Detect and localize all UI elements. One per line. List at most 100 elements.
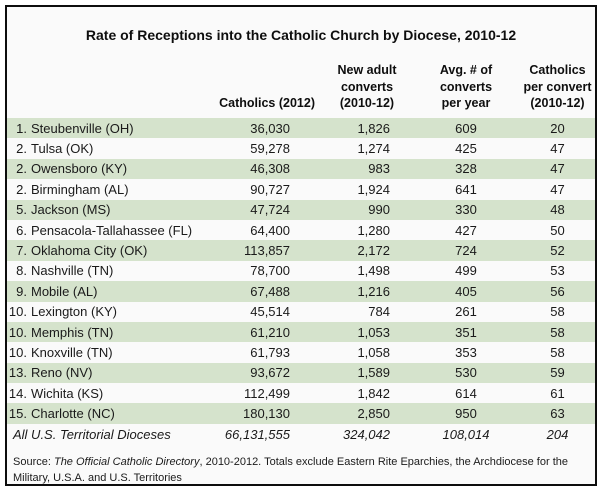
per-convert-cell: 47 (550, 181, 565, 197)
diocese-cell: 2. Owensboro (KY) (7, 161, 200, 176)
table-row: 2. Birmingham (AL) 90,727 1,924 641 47 (7, 179, 595, 199)
converts-cell: 990 (368, 202, 390, 218)
table-row: 2. Tulsa (OK) 59,278 1,274 425 47 (7, 138, 595, 158)
converts-cell: 1,924 (357, 181, 390, 197)
avg-converts-cell: 724 (455, 243, 477, 259)
table-row: 14. Wichita (KS) 112,499 1,842 614 61 (7, 383, 595, 403)
diocese-cell: 14. Wichita (KS) (7, 386, 200, 401)
catholics-cell: 78,700 (250, 263, 290, 279)
diocese-cell: 2. Tulsa (OK) (7, 141, 200, 156)
diocese-name: Nashville (TN) (31, 263, 114, 279)
diocese-name: Steubenville (OH) (31, 120, 134, 136)
diocese-name: Owensboro (KY) (31, 161, 128, 177)
converts-cell: 1,589 (357, 365, 390, 381)
source-note: Source: The Official Catholic Directory,… (13, 455, 585, 486)
page-title: Rate of Receptions into the Catholic Chu… (85, 27, 517, 43)
avg-converts-cell: 609 (455, 120, 477, 136)
diocese-name: Memphis (TN) (31, 324, 114, 340)
source-line-2: Military, U.S.A. and U.S. Territories (13, 471, 182, 484)
rank-label: 8. (16, 263, 27, 279)
per-convert-cell: 52 (550, 243, 565, 259)
rank-label: 6. (16, 222, 27, 238)
table-row: 10. Lexington (KY) 45,514 784 261 58 (7, 302, 595, 322)
per-convert-cell: 47 (550, 161, 565, 177)
table-row: 7. Oklahoma City (OK) 113,857 2,172 724 52 (7, 240, 595, 261)
rank-label: 2. (16, 181, 27, 197)
catholics-cell: 90,727 (250, 181, 290, 197)
catholics-cell: 67,488 (250, 283, 290, 299)
avg-converts-cell: 328 (455, 161, 477, 177)
per-convert-cell: 56 (550, 283, 565, 299)
rank-label: 13. (8, 365, 27, 381)
diocese-cell: 1. Steubenville (OH) (7, 121, 200, 136)
diocese-cell: 10. Memphis (TN) (7, 325, 200, 340)
diocese-cell: 8. Nashville (TN) (7, 263, 200, 278)
source-publication-title: The Official Catholic Directory (53, 456, 200, 468)
converts-cell: 2,172 (357, 243, 390, 259)
catholics-cell: 61,210 (250, 324, 290, 340)
diocese-name: Birmingham (AL) (31, 181, 129, 197)
per-convert-cell: 20 (550, 120, 565, 136)
avg-converts-cell: 425 (455, 141, 477, 157)
catholics-cell: 112,499 (243, 385, 290, 401)
catholics-cell: 47,724 (250, 202, 290, 218)
avg-converts-cell: 330 (455, 202, 477, 218)
column-header-per-convert: Catholics per convert (2010-12) (523, 63, 592, 110)
table-row: 5. Jackson (MS) 47,724 990 330 48 (7, 199, 595, 220)
converts-cell: 1,498 (357, 263, 390, 279)
diocese-name: Reno (NV) (31, 365, 93, 381)
column-header-avg-per-year: Avg. # of converts per year (439, 63, 493, 110)
per-convert-cell: 58 (550, 344, 565, 360)
avg-converts-cell: 614 (455, 385, 477, 401)
catholics-cell: 113,857 (243, 243, 290, 259)
diocese-cell: 10. Lexington (KY) (7, 304, 200, 319)
rank-label: 9. (16, 283, 27, 299)
diocese-cell: 9. Mobile (AL) (7, 284, 200, 299)
totals-label: All U.S. Territorial Dioceses (13, 426, 171, 442)
avg-converts-cell: 427 (455, 222, 477, 238)
diocese-name: Mobile (AL) (31, 283, 98, 299)
rank-label: 1. (16, 120, 27, 136)
column-header-converts: New adult converts (2010-12) (337, 63, 397, 110)
table-row: 6. Pensacola-Tallahassee (FL) 64,400 1,280 4… (7, 220, 595, 240)
diocese-cell: 10. Knoxville (TN) (7, 345, 200, 360)
per-convert-cell: 59 (550, 365, 565, 381)
converts-cell: 1,826 (357, 120, 390, 136)
diocese-cell: 13. Reno (NV) (7, 365, 200, 380)
column-header-row: Catholics (2012) New adult converts (201… (7, 62, 595, 112)
avg-converts-cell: 641 (455, 181, 477, 197)
rank-label: 10. (8, 324, 27, 340)
diocese-name: Tulsa (OK) (31, 141, 94, 157)
catholics-cell: 64,400 (250, 222, 290, 238)
converts-cell: 1,842 (357, 385, 390, 401)
avg-converts-cell: 499 (455, 263, 477, 279)
avg-converts-cell: 261 (455, 304, 477, 320)
per-convert-cell: 50 (550, 222, 565, 238)
diocese-cell: 5. Jackson (MS) (7, 202, 200, 217)
per-convert-cell: 53 (550, 263, 565, 279)
diocese-name: Pensacola-Tallahassee (FL) (31, 222, 193, 238)
table-frame: Rate of Receptions into the Catholic Chu… (5, 5, 597, 486)
catholics-cell: 59,278 (250, 141, 290, 157)
converts-cell: 1,280 (357, 222, 390, 238)
avg-converts-cell: 530 (455, 365, 477, 381)
rank-label: 15. (8, 406, 27, 422)
diocese-name: Oklahoma City (OK) (31, 243, 148, 259)
per-convert-cell: 63 (550, 406, 565, 422)
diocese-name: Charlotte (NC) (31, 406, 115, 422)
totals-catholics-cell: 66,131,555 (224, 426, 290, 442)
rank-label: 5. (16, 202, 27, 218)
table-row: 10. Memphis (TN) 61,210 1,053 351 58 (7, 321, 595, 343)
rank-label: 14. (8, 385, 27, 401)
catholics-cell: 36,030 (250, 120, 290, 136)
converts-cell: 1,216 (357, 283, 390, 299)
rank-label: 10. (8, 344, 27, 360)
diocese-name: Jackson (MS) (31, 202, 111, 218)
converts-cell: 1,058 (357, 344, 390, 360)
per-convert-cell: 58 (550, 304, 565, 320)
converts-cell: 1,274 (357, 141, 390, 157)
diocese-name: Lexington (KY) (31, 304, 117, 320)
source-line-1: Source: The Official Catholic Directory,… (13, 456, 568, 468)
per-convert-cell: 61 (550, 385, 565, 401)
